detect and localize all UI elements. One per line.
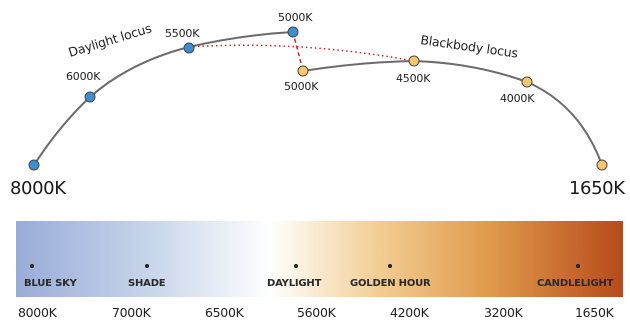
bar-scale-labels: 8000K 7000K 6500K 5600K 4200K 3200K 1650… [18, 305, 615, 320]
blackbody-point-4000k [521, 76, 533, 88]
daylight-locus-title: Daylight locus [66, 20, 153, 59]
marker-dot-shade [145, 264, 149, 268]
blackbody-locus-title: Blackbody locus [420, 32, 519, 61]
daylight-label-5000k: 5000K [278, 11, 313, 24]
blackbody-point-5000k [297, 65, 309, 77]
daylight-point-8000k [28, 159, 40, 171]
blackbody-locus-curve [302, 59, 603, 166]
blackbody-label-4500k: 4500K [396, 72, 431, 85]
blackbody-points [297, 55, 608, 171]
daylight-label-5500k: 5500K [165, 27, 200, 40]
marker-dot-candlelight [576, 264, 580, 268]
marker-dot-daylight [294, 264, 298, 268]
blackbody-point-4500k [408, 55, 420, 67]
marker-dot-blue-sky [30, 264, 34, 268]
daylight-point-5000k [287, 26, 299, 38]
scale-label-7000k: 7000K [112, 305, 152, 320]
blackbody-label-5000k: 5000K [284, 80, 319, 93]
daylight-point-6000k [84, 91, 96, 103]
daylight-points [28, 26, 299, 171]
marker-label-candlelight: CANDLELIGHT [537, 278, 614, 289]
marker-dot-golden-hour [388, 264, 392, 268]
scale-label-1650k: 1650K [575, 305, 615, 320]
marker-label-shade: SHADE [128, 278, 166, 289]
blackbody-end-label: 1650K [569, 178, 626, 199]
daylight-label-6000k: 6000K [66, 70, 101, 83]
color-temperature-bar [16, 221, 623, 297]
scene-markers: BLUE SKY SHADE DAYLIGHT GOLDEN HOUR CAND… [24, 264, 614, 289]
dotted-connector-line [188, 44, 415, 62]
scale-label-4200k: 4200K [390, 305, 430, 320]
marker-label-daylight: DAYLIGHT [267, 278, 322, 289]
scale-label-5600k: 5600K [297, 305, 337, 320]
daylight-point-5500k [183, 42, 195, 54]
dashed-connector-line [292, 31, 304, 72]
scale-label-8000k: 8000K [18, 305, 58, 320]
blackbody-point-1650k [596, 159, 608, 171]
blackbody-label-4000k: 4000K [500, 92, 535, 105]
marker-label-golden-hour: GOLDEN HOUR [350, 278, 431, 289]
daylight-start-label: 8000K [10, 178, 67, 199]
scale-label-6500k: 6500K [205, 305, 245, 320]
locus-curves [33, 31, 603, 166]
daylight-locus-curve [33, 31, 294, 166]
marker-label-blue-sky: BLUE SKY [24, 278, 78, 289]
scale-label-3200k: 3200K [484, 305, 524, 320]
